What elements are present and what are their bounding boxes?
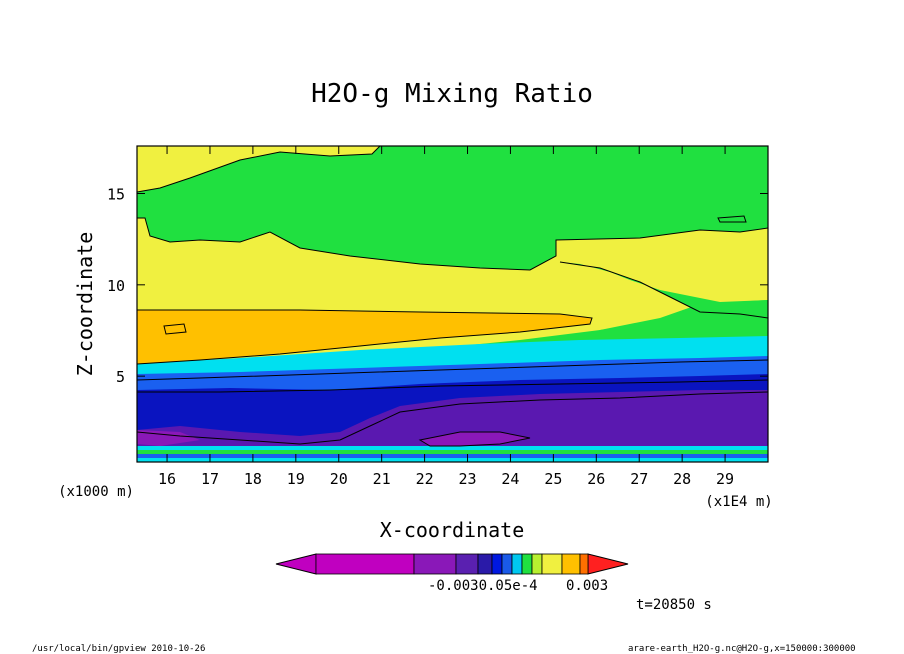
plot-frame [136, 145, 769, 463]
x-tick-label: 24 [501, 470, 519, 488]
y-tick-label: 15 [107, 185, 125, 203]
contour-band-top-yellow [137, 146, 380, 192]
contour-band-green-wedge [560, 262, 768, 318]
y-axis: 5 10 15 [107, 185, 768, 386]
x-tick-label: 29 [716, 470, 734, 488]
x-axis-label: X-coordinate [380, 518, 525, 542]
footer-right: arare-earth_H2O-g.nc@H2O-g,x=150000:3000… [628, 644, 856, 654]
contour-band-cyan [137, 336, 768, 380]
contour-band-violet [420, 432, 530, 446]
contour-band-ground-4 [137, 458, 768, 462]
time-label: t=20850 s [636, 597, 712, 613]
colorbar-segment [477, 553, 493, 575]
y-tick-label: 10 [107, 277, 125, 295]
y-unit-label: (x1000 m) [58, 484, 134, 500]
x-tick-label: 19 [287, 470, 305, 488]
x-unit-label: (x1E4 m) [705, 494, 772, 510]
x-tick-label: 25 [544, 470, 562, 488]
colorbar-segment [413, 553, 457, 575]
legend-label-max: 0.003 [566, 578, 608, 594]
colorbar-segment [541, 553, 563, 575]
colorbar-segment [521, 553, 533, 575]
contour-lines [137, 146, 768, 447]
colorbar-arrow-low [275, 553, 317, 575]
colorbar-segment [315, 553, 415, 575]
x-tick-label: 23 [458, 470, 476, 488]
colorbar-segment [579, 553, 589, 575]
x-tick-label: 26 [587, 470, 605, 488]
x-tick-label: 21 [373, 470, 391, 488]
x-tick-label: 18 [244, 470, 262, 488]
colorbar-segment [561, 553, 581, 575]
colorbar-segment [455, 553, 479, 575]
colorbar-arrow-high [587, 553, 629, 575]
contour-band-darkblue [137, 374, 768, 444]
contour-plot [137, 146, 768, 462]
colorbar-segment [491, 553, 503, 575]
colorbar-segment [531, 553, 543, 575]
contour-band-orange [137, 310, 592, 364]
x-tick-label: 27 [630, 470, 648, 488]
x-tick-label: 22 [416, 470, 434, 488]
contour-band-ground-1 [137, 446, 768, 450]
y-axis-label: Z-coordinate [73, 232, 97, 377]
colorbar-legend [275, 553, 629, 575]
x-axis: 16 17 18 19 20 21 22 23 24 25 26 27 28 29 [158, 146, 734, 488]
x-tick-label: 28 [673, 470, 691, 488]
y-tick-label: 5 [116, 368, 125, 386]
contour-band-violet-left [137, 430, 200, 446]
x-tick-label: 16 [158, 470, 176, 488]
colorbar-segment [501, 553, 513, 575]
chart-title: H2O-g Mixing Ratio [311, 79, 593, 109]
legend-label-overlap: -0.0030.05e-4 [428, 578, 538, 594]
contour-band-ground-2 [137, 450, 768, 454]
x-tick-label: 17 [201, 470, 219, 488]
x-tick-label: 20 [330, 470, 348, 488]
footer-left: /usr/local/bin/gpview 2010-10-26 [32, 644, 205, 654]
colorbar-segment [511, 553, 523, 575]
contour-band-ground-3 [137, 454, 768, 458]
